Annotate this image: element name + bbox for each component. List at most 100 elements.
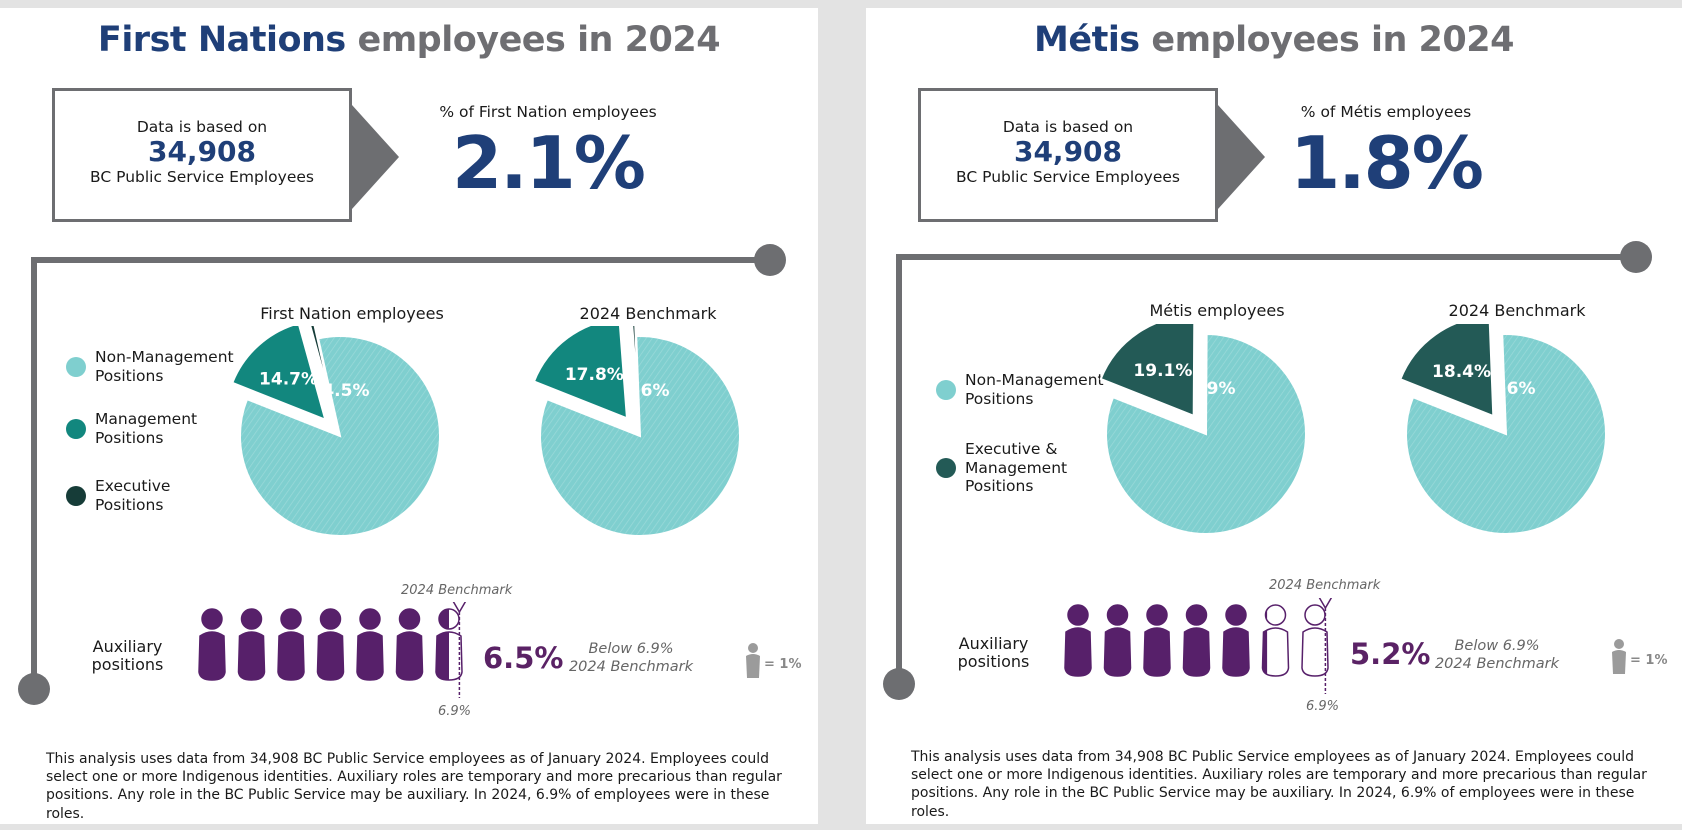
page-title: First Nations employees in 2024 <box>0 20 818 60</box>
person-unit-legend: = 1% <box>1630 653 1668 668</box>
legend-label: Positions <box>95 428 164 447</box>
auxiliary-label-line2: positions <box>957 652 1030 672</box>
legend-label: Positions <box>965 389 1034 408</box>
person-unit-icon <box>746 643 760 678</box>
auxiliary-pictogram <box>198 602 467 698</box>
below-line2: 2024 Benchmark <box>568 659 694 676</box>
data-basis-count: 34,908 <box>1013 135 1123 169</box>
legend-label: Non-Management <box>95 348 234 366</box>
person-icon <box>435 608 463 681</box>
pie-chart-benchmark: 81.6%17.8%0.6% <box>532 326 741 537</box>
auxiliary-pictogram <box>1064 598 1333 694</box>
auxiliary-label-line2: positions <box>91 655 164 675</box>
person-icon <box>198 608 226 681</box>
person-icon <box>395 608 424 681</box>
footnote: This analysis uses data from 34,908 BC P… <box>46 751 782 822</box>
below-line2: 2024 Benchmark <box>1434 656 1560 673</box>
person-icon <box>1064 604 1092 677</box>
pie-slice <box>239 335 441 537</box>
legend-label: Management <box>965 458 1068 477</box>
pie-value-label: 18.4% <box>1432 362 1491 382</box>
person-icon <box>277 608 305 681</box>
percent-value: 2.1% <box>452 121 646 205</box>
data-basis-box: Data is based on 34,908 BC Public Servic… <box>52 88 352 222</box>
person-icon <box>1301 604 1329 677</box>
legend-label: Management <box>95 410 198 428</box>
legend-dot-icon <box>66 356 86 377</box>
pie-slice <box>631 326 640 407</box>
auxiliary-label-line1: Auxiliary <box>92 637 163 656</box>
pie-title-metis: Métis employees <box>1149 301 1285 320</box>
pie-slice <box>231 326 327 422</box>
legend-dot-icon <box>66 418 86 439</box>
pie-slice <box>1399 324 1495 418</box>
below-benchmark-note: Below 6.9% 2024 Benchmark <box>556 640 706 676</box>
title-highlight: Métis <box>1034 20 1140 60</box>
legend-item-non-management: Non-Management Positions <box>66 348 234 385</box>
legend-item-non-management: Non-Management Positions <box>936 371 1104 408</box>
legend-label: Executive & <box>965 440 1058 458</box>
title-rest: employees in 2024 <box>357 20 721 60</box>
legend-label: Non-Management <box>965 371 1104 389</box>
legend-dot-icon <box>66 485 86 506</box>
data-basis-count: 34,908 <box>147 135 257 169</box>
pie-title-benchmark: 2024 Benchmark <box>1448 301 1586 320</box>
legend-item-executive: Executive Positions <box>66 477 170 514</box>
legend-label: Positions <box>965 477 1034 496</box>
arrow-right-icon <box>1218 105 1265 209</box>
person-unit-legend: = 1% <box>764 657 802 672</box>
connector-frame <box>18 244 786 705</box>
below-line1: Below 6.9% <box>1454 638 1540 654</box>
connector-frame <box>883 241 1652 700</box>
legend-label: Positions <box>95 366 164 385</box>
auxiliary-label: Auxiliary positions <box>80 637 175 675</box>
pie-value-label: 14.7% <box>259 370 318 390</box>
title-highlight: First Nations <box>97 20 346 60</box>
benchmark-label-top: 2024 Benchmark <box>401 583 513 598</box>
footnote: This analysis uses data from 34,908 BC P… <box>911 749 1647 820</box>
arrow-right-icon <box>352 105 399 209</box>
pie-value-label: 19.1% <box>1133 361 1192 381</box>
person-icon <box>237 608 266 681</box>
below-benchmark-note: Below 6.9% 2024 Benchmark <box>1422 637 1572 673</box>
percent-label: % of Métis employees <box>1300 103 1472 121</box>
legend-label: Positions <box>95 495 164 514</box>
pie-chart-metis: 80.9%19.1% <box>1099 324 1307 535</box>
benchmark-marker-icon <box>452 602 467 614</box>
legend-item-management: Management Positions <box>66 410 197 447</box>
person-icon <box>1222 604 1250 677</box>
person-icon <box>1261 604 1290 677</box>
auxiliary-label-line1: Auxiliary <box>958 634 1029 653</box>
legend-dot-icon <box>936 379 956 400</box>
legend-item-executive-management: Executive & Management Positions <box>936 440 1067 496</box>
data-basis-line1: Data is based on <box>1002 118 1134 136</box>
pie-chart-first-nation: 84.5%14.7%0.8% <box>231 326 441 537</box>
pie-value-label: 17.8% <box>565 365 624 385</box>
benchmark-marker-icon <box>1318 598 1333 610</box>
auxiliary-percent: 6.5% <box>483 641 564 675</box>
pie-slice <box>1099 324 1196 418</box>
person-icon <box>1103 604 1132 677</box>
pie-chart-benchmark: 81.6%18.4% <box>1399 324 1607 535</box>
auxiliary-label: Auxiliary positions <box>946 634 1041 672</box>
below-line1: Below 6.9% <box>588 641 674 657</box>
legend-label: Executive <box>95 477 171 495</box>
first-nations-panel: First Nations employees in 2024 Data is … <box>0 8 818 824</box>
percent-value: 1.8% <box>1290 121 1484 205</box>
auxiliary-percent: 5.2% <box>1350 637 1431 671</box>
percent-label: % of First Nation employees <box>439 103 657 121</box>
benchmark-label-bottom: 6.9% <box>1306 699 1340 714</box>
pie-slice <box>532 326 629 420</box>
person-unit-icon <box>1612 639 1626 674</box>
person-icon <box>356 608 384 681</box>
page-title: Métis employees in 2024 <box>866 20 1682 60</box>
pie-title-benchmark: 2024 Benchmark <box>579 304 717 323</box>
pie-title-first-nation: First Nation employees <box>260 304 444 323</box>
person-icon <box>1182 604 1211 677</box>
pie-slice <box>539 335 741 537</box>
benchmark-label-top: 2024 Benchmark <box>1269 578 1381 593</box>
title-rest: employees in 2024 <box>1151 20 1514 60</box>
legend-dot-icon <box>936 457 956 478</box>
data-basis-box: Data is based on 34,908 BC Public Servic… <box>918 88 1218 222</box>
pie-slice <box>1405 333 1607 535</box>
